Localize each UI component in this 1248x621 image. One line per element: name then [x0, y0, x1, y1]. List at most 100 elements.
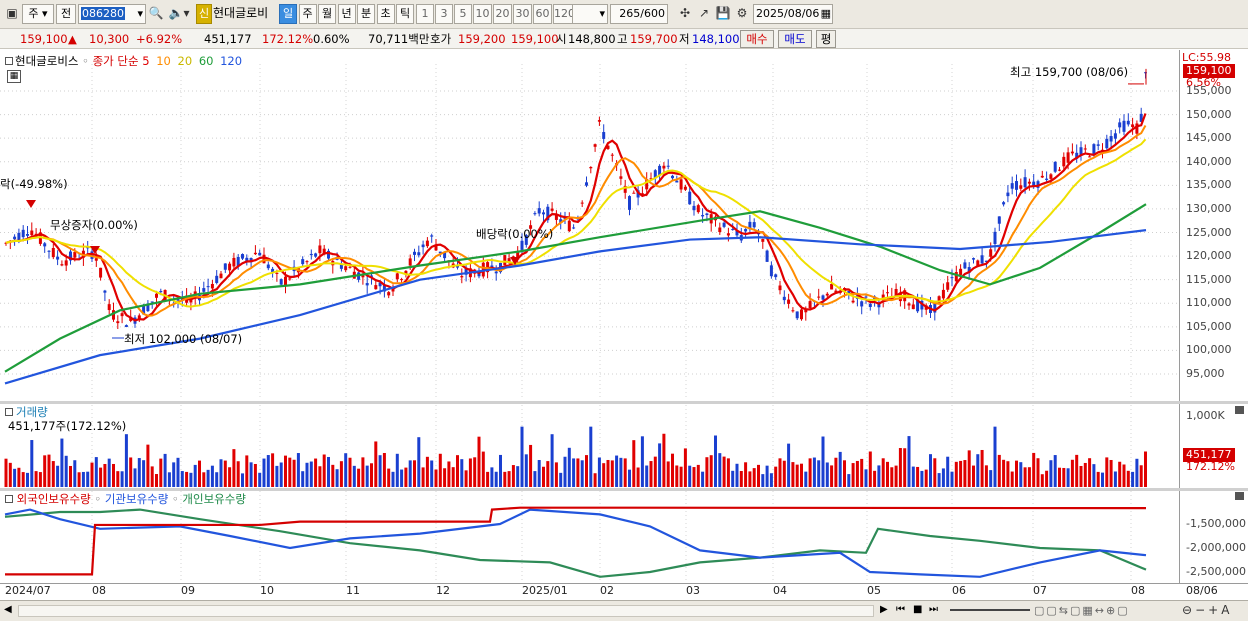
candle-down	[271, 268, 275, 273]
crosshair-icon[interactable]: ✣	[679, 6, 691, 20]
volume-bar-down	[210, 465, 214, 487]
scroll-track[interactable]	[18, 605, 874, 617]
legend-stock-name[interactable]: 현대글로비스	[15, 54, 79, 68]
interval-button[interactable]: 60	[533, 4, 552, 24]
zoom-controls[interactable]: ⊖−+A	[1182, 603, 1232, 617]
interval-button[interactable]: 20	[493, 4, 512, 24]
x-axis-label: 08	[92, 584, 106, 597]
close-panel-icon[interactable]	[1235, 492, 1244, 500]
volume-bar-up	[34, 471, 38, 487]
volume-bar-up	[112, 463, 115, 487]
volume-bar-down	[821, 436, 825, 487]
volume-bar-up	[666, 461, 670, 487]
volume-bar-down	[993, 426, 997, 487]
candle-down	[258, 252, 262, 256]
period-tab[interactable]: 월	[318, 4, 336, 24]
period-tab[interactable]: 틱	[396, 4, 414, 24]
minus-icon[interactable]: −	[1195, 603, 1209, 617]
interval-button[interactable]: 10	[473, 4, 492, 24]
volume-bar-up	[894, 465, 898, 487]
data-count-field[interactable]: 265/600	[610, 4, 668, 24]
volume-bar-down	[1092, 464, 1096, 487]
legend-institution-holdings[interactable]: 기관보유수량	[104, 492, 169, 506]
sell-button[interactable]: 매도	[778, 30, 812, 48]
window-menu-icon[interactable]: ▣	[6, 6, 18, 20]
candle-up	[911, 304, 915, 310]
candle-down	[563, 217, 567, 219]
candle-down	[546, 206, 550, 221]
volume-bar-up	[683, 448, 687, 487]
volume-bar-down	[1113, 471, 1117, 487]
panel-divider[interactable]	[0, 401, 1248, 404]
panel-divider[interactable]	[0, 488, 1248, 491]
scroll-right-icon[interactable]: ▶	[880, 604, 888, 615]
prev-button[interactable]: 전	[56, 4, 76, 24]
zoom-slider[interactable]	[950, 609, 1030, 611]
interval-button[interactable]: 1	[416, 4, 434, 24]
period-tab[interactable]: 일	[279, 4, 297, 24]
volume-bar-down	[124, 434, 128, 487]
volume-bar-down	[301, 471, 305, 487]
volume-bar-down	[193, 464, 197, 487]
volume-title-text[interactable]: 거래량	[16, 405, 48, 419]
candle-up	[649, 178, 653, 180]
volume-bar-up	[421, 467, 425, 487]
volume-bar-up	[546, 461, 550, 487]
candle-down	[124, 325, 128, 327]
zoom-out-icon[interactable]: ⊖	[1182, 603, 1196, 617]
font-size-icon[interactable]: A	[1221, 603, 1233, 617]
interval-custom-select[interactable]: ▾	[572, 4, 608, 24]
save-icon[interactable]: 💾	[715, 6, 731, 20]
plus-icon[interactable]: +	[1208, 603, 1222, 617]
period-tab[interactable]: 주	[298, 4, 317, 24]
date-picker[interactable]: 2025/08/06 ▦	[753, 4, 833, 24]
fast-forward-icon[interactable]: ⏭	[929, 604, 938, 615]
candle-up	[460, 276, 464, 278]
price-y-tick: 115,000	[1186, 272, 1232, 286]
gear-icon[interactable]: ⚙	[736, 6, 748, 20]
stock-code-input[interactable]: 086280 ▾	[78, 4, 146, 24]
volume-bar-up	[916, 466, 920, 487]
view-option-icons[interactable]: ▢▢⇆▢▦↔⊕▢	[1034, 604, 1130, 617]
speaker-icon[interactable]: 🔈▾	[168, 6, 190, 20]
legend-square-icon	[5, 408, 13, 416]
volume-bar-down	[309, 461, 313, 487]
search-icon[interactable]: 🔍	[148, 6, 164, 20]
legend-individual-holdings[interactable]: 개인보유수량	[182, 492, 246, 506]
candle-up	[825, 293, 829, 296]
interval-button[interactable]: 30	[513, 4, 532, 24]
rewind-icon[interactable]: ⏮	[896, 604, 905, 615]
legend-ma-label[interactable]: 종가 단순	[92, 54, 139, 68]
volume-bar-up	[202, 472, 206, 487]
volume-bar-up	[554, 462, 558, 487]
scroll-left-icon[interactable]: ◀	[4, 604, 12, 615]
volume-bar-up	[881, 458, 885, 487]
stop-icon[interactable]: ■	[913, 604, 923, 615]
chart-canvas[interactable]	[0, 50, 1248, 583]
draw-tool-icon[interactable]: ↗	[698, 6, 710, 20]
period-type-select[interactable]: 주 ▾	[22, 4, 54, 24]
volume-bar-down	[490, 467, 494, 487]
buy-button[interactable]: 매수	[740, 30, 774, 48]
volume-title: 거래량	[5, 404, 48, 420]
volume-bar-up	[722, 456, 726, 487]
volume-bar-down	[73, 460, 77, 487]
volume-bar-up	[623, 458, 627, 487]
period-tab[interactable]: 년	[337, 4, 356, 24]
candle-down	[744, 229, 748, 232]
interval-button[interactable]: 120	[553, 4, 574, 24]
eval-button[interactable]: 평	[816, 30, 836, 48]
volume-bar-up	[1144, 451, 1147, 487]
period-tab[interactable]: 분	[357, 4, 375, 24]
volume-value: 451,177	[204, 32, 252, 46]
close-panel-icon[interactable]	[1235, 406, 1244, 414]
data-table-icon[interactable]: ▦	[7, 70, 21, 83]
volume-bar-down	[907, 436, 911, 487]
volume-bar-up	[954, 461, 958, 487]
legend-foreign-holdings[interactable]: 외국인보유수량	[16, 492, 91, 506]
volume-bar-down	[589, 426, 593, 487]
volume-bar-down	[567, 447, 571, 487]
period-tab[interactable]: 초	[376, 4, 395, 24]
interval-button[interactable]: 3	[435, 4, 453, 24]
interval-button[interactable]: 5	[454, 4, 472, 24]
